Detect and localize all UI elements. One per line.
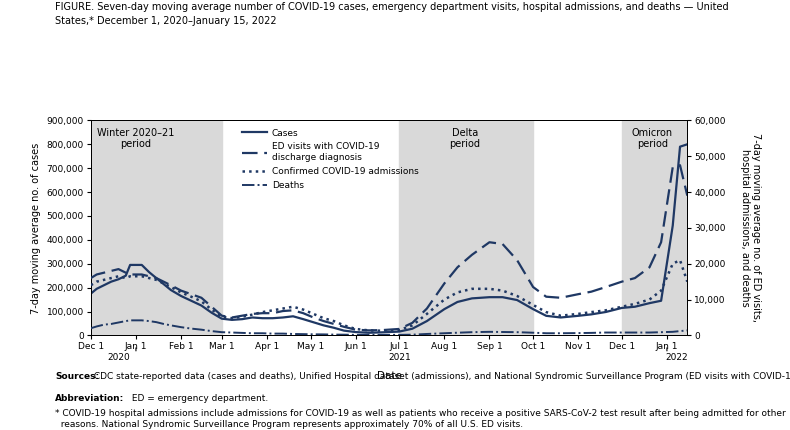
Text: * COVID-19 hospital admissions include admissions for COVID-19 as well as patien: * COVID-19 hospital admissions include a… [55,409,786,429]
Text: FIGURE. Seven-day moving average number of COVID-19 cases, emergency department : FIGURE. Seven-day moving average number … [55,2,729,12]
Text: CDC state-reported data (cases and deaths), Unified Hospital dataset (admissions: CDC state-reported data (cases and death… [91,372,790,381]
X-axis label: Date: Date [377,371,401,381]
Bar [91,120,222,335]
Legend: Cases, ED visits with COVID-19
discharge diagnosis, Confirmed COVID-19 admission: Cases, ED visits with COVID-19 discharge… [239,125,423,194]
Text: Abbreviation:: Abbreviation: [55,394,125,403]
Text: 2020: 2020 [107,353,130,362]
Text: Omicron
period: Omicron period [632,128,673,149]
Bar [399,120,533,335]
Text: ED = emergency department.: ED = emergency department. [129,394,268,403]
Y-axis label: 7-day moving average no. of ED visits,
hospital admissions, and deaths: 7-day moving average no. of ED visits, h… [739,133,762,322]
Text: States,* December 1, 2020–January 15, 2022: States,* December 1, 2020–January 15, 20… [55,16,277,26]
Text: 2022: 2022 [666,353,688,362]
Y-axis label: 7-day moving average no. of cases: 7-day moving average no. of cases [31,142,41,313]
Bar [622,120,687,335]
Text: 2021: 2021 [388,353,411,362]
Text: Winter 2020–21
period: Winter 2020–21 period [97,128,175,149]
Text: Delta
period: Delta period [450,128,480,149]
Text: Sources:: Sources: [55,372,100,381]
